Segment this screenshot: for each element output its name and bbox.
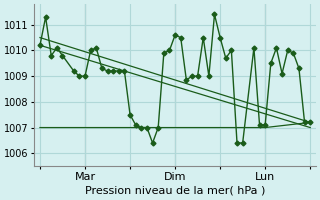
X-axis label: Pression niveau de la mer( hPa ): Pression niveau de la mer( hPa ) [85, 186, 265, 196]
